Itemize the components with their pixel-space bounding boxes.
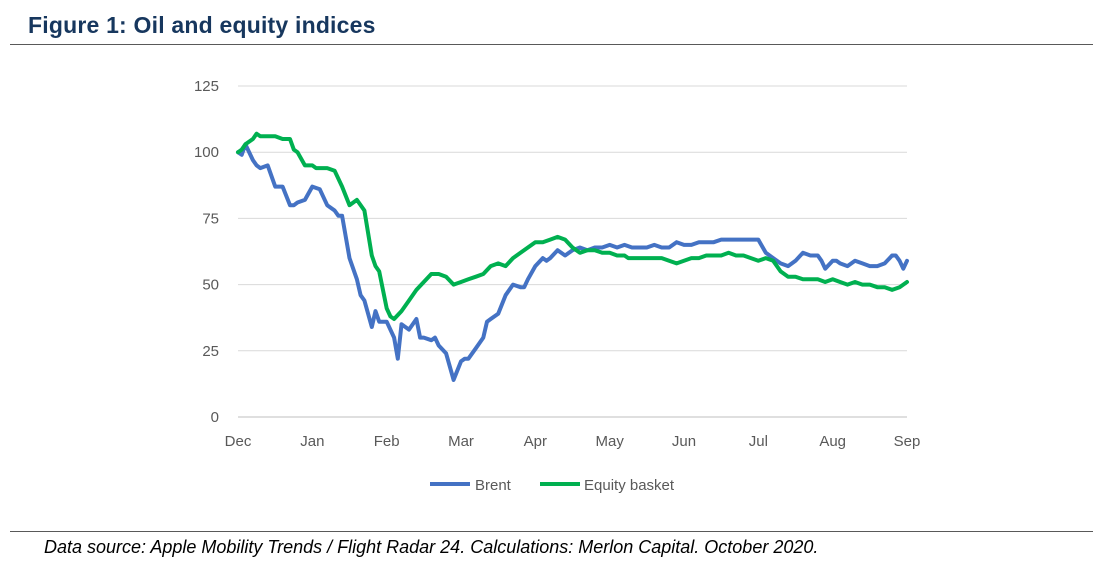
- y-tick-label: 125: [194, 78, 219, 95]
- legend-label: Brent: [475, 477, 512, 494]
- source-rule: [10, 531, 1093, 532]
- series-line-brent: [236, 142, 909, 382]
- x-tick-label: Sep: [894, 433, 921, 450]
- x-tick-label: Apr: [524, 433, 547, 450]
- y-tick-label: 75: [202, 210, 219, 227]
- x-tick-label: Feb: [374, 433, 400, 450]
- y-axis-ticks: 0 25 50 75 100 125: [194, 78, 219, 426]
- series-lines: [236, 131, 909, 382]
- y-tick-label: 0: [211, 409, 219, 426]
- title-rule: [10, 44, 1093, 45]
- figure-title: Figure 1: Oil and equity indices: [28, 12, 376, 38]
- x-tick-label: Jan: [300, 433, 324, 450]
- x-tick-label: Mar: [448, 433, 474, 450]
- legend-label: Equity basket: [584, 477, 675, 494]
- y-tick-label: 25: [202, 343, 219, 360]
- x-tick-label: Dec: [225, 433, 252, 450]
- legend: Brent Equity basket: [430, 477, 675, 494]
- y-tick-label: 50: [202, 277, 219, 294]
- x-axis-ticks: Dec Jan Feb Mar Apr May Jun Jul Aug Sep: [225, 433, 921, 450]
- x-tick-label: Aug: [819, 433, 846, 450]
- data-source-note: Data source: Apple Mobility Trends / Fli…: [44, 537, 819, 557]
- series-line-equity-basket: [236, 131, 909, 321]
- x-tick-label: May: [595, 433, 624, 450]
- x-tick-label: Jun: [672, 433, 696, 450]
- x-tick-label: Jul: [749, 433, 768, 450]
- y-tick-label: 100: [194, 144, 219, 161]
- gridlines: [238, 85, 907, 418]
